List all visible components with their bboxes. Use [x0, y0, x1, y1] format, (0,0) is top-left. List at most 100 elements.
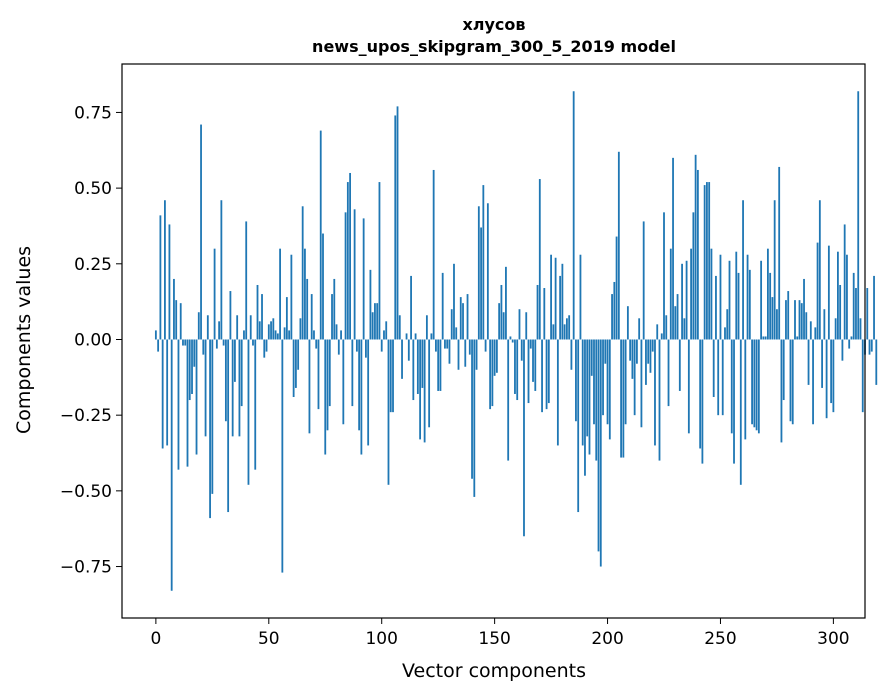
bar	[830, 339, 833, 404]
bar	[425, 315, 428, 340]
bar	[448, 339, 451, 364]
bar	[252, 339, 254, 346]
bar	[778, 166, 781, 340]
bar	[846, 254, 848, 340]
bar	[780, 339, 783, 443]
bar	[480, 227, 482, 340]
bar	[270, 321, 272, 340]
bar	[800, 303, 803, 340]
bar	[324, 339, 327, 455]
bar	[306, 278, 309, 340]
bar	[396, 106, 399, 340]
bar	[294, 339, 297, 388]
bar	[184, 339, 187, 346]
bar	[812, 339, 814, 425]
bar	[428, 339, 431, 428]
bar	[450, 309, 453, 340]
bar	[640, 339, 643, 428]
bar	[258, 321, 261, 340]
bar	[602, 339, 604, 416]
bar	[473, 339, 476, 497]
bar	[651, 339, 654, 352]
bar	[367, 339, 370, 446]
bar	[238, 339, 241, 437]
bar	[405, 333, 408, 340]
bar	[696, 169, 699, 340]
bar	[577, 339, 580, 513]
bar	[645, 339, 647, 385]
bar	[837, 251, 839, 340]
bar	[764, 336, 767, 340]
x-tick-label: 300	[817, 629, 849, 649]
bar	[590, 339, 593, 376]
bar	[827, 245, 830, 340]
bar	[870, 339, 873, 352]
y-axis-ticks: −0.75 −0.50 −0.25 0.00 0.25 0.50 0.75	[60, 103, 122, 578]
bar	[310, 294, 313, 340]
x-tick-label: 100	[365, 629, 397, 649]
bar	[654, 339, 656, 446]
bar	[529, 339, 532, 349]
x-tick-label: 150	[478, 629, 510, 649]
y-tick-label: 0.00	[74, 330, 112, 350]
bar	[818, 200, 821, 340]
bar	[523, 339, 525, 537]
bar	[195, 339, 198, 455]
bar	[308, 339, 311, 434]
bar	[805, 312, 808, 340]
bar	[209, 339, 211, 519]
bar	[358, 339, 361, 431]
bar	[168, 224, 171, 340]
chart-subtitle: news_upos_skipgram_300_5_2019 model	[312, 37, 676, 56]
bar	[809, 321, 812, 340]
bar	[486, 203, 489, 340]
bar	[191, 339, 193, 394]
bar	[453, 263, 455, 340]
bar	[249, 315, 252, 340]
bar	[588, 339, 591, 455]
bar	[545, 339, 548, 410]
bar	[369, 269, 372, 340]
bar	[173, 278, 175, 340]
bar	[464, 339, 467, 367]
bar	[157, 339, 160, 352]
bar	[852, 272, 855, 340]
bar	[394, 115, 397, 340]
bar	[416, 339, 419, 394]
bar	[234, 339, 236, 382]
bar	[392, 339, 394, 413]
bar	[482, 185, 485, 340]
bar	[742, 200, 744, 340]
bar	[175, 300, 178, 340]
bar	[380, 339, 383, 352]
bar	[220, 200, 223, 340]
bar	[769, 272, 772, 340]
bar	[297, 339, 300, 370]
bar	[597, 339, 600, 552]
bar	[575, 339, 577, 422]
bar	[200, 124, 202, 340]
bar	[676, 294, 679, 340]
bar	[570, 339, 573, 370]
bar	[631, 339, 634, 379]
bar	[708, 182, 711, 340]
bar	[841, 339, 844, 361]
bar	[389, 339, 392, 413]
bar	[595, 339, 598, 461]
bar	[412, 339, 415, 401]
bar	[565, 318, 568, 340]
bar	[360, 339, 363, 455]
bar	[206, 315, 209, 340]
bar	[678, 339, 681, 391]
bar	[579, 254, 582, 340]
bar	[735, 251, 738, 340]
bar	[197, 312, 200, 340]
bar	[231, 339, 234, 437]
bar	[383, 330, 385, 340]
bar	[500, 284, 503, 340]
bar	[586, 339, 589, 437]
bar	[511, 339, 514, 343]
bar	[757, 339, 760, 434]
bar	[211, 339, 214, 494]
